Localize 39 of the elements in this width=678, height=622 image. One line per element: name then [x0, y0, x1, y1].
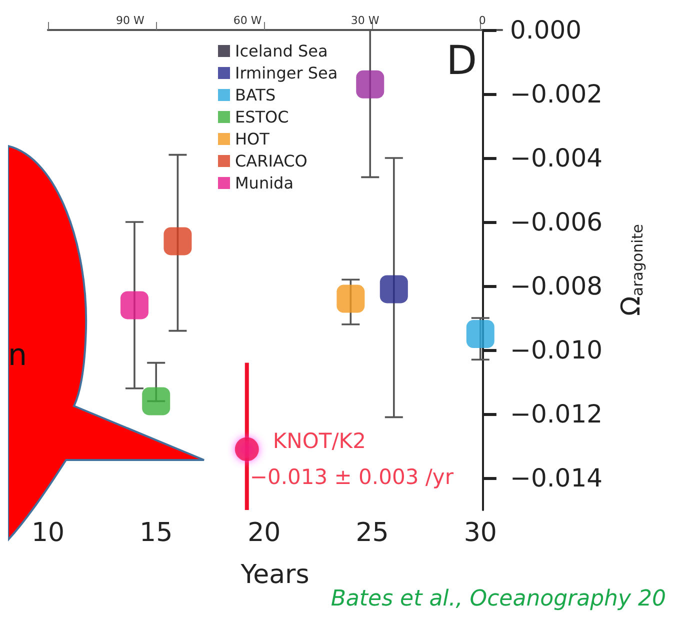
- x2-tick-label: 90 W: [116, 14, 144, 27]
- y-tick-label: −0.008: [510, 272, 603, 300]
- y-tick-label: −0.006: [510, 208, 603, 236]
- legend-label: Iceland Sea: [235, 42, 328, 60]
- chart-title: D: [446, 38, 478, 84]
- point: [234, 437, 259, 462]
- y-axis-title: Ωaragonite: [616, 224, 646, 316]
- legend-label: BATS: [235, 86, 276, 104]
- legend-label: ESTOC: [235, 108, 289, 126]
- x2-tick-label: 0: [478, 14, 486, 27]
- y-tick-label: −0.014: [510, 464, 603, 492]
- x2-tick-label: 60 W: [233, 14, 262, 27]
- series-label: KNOT/K2: [272, 429, 366, 454]
- point: [142, 387, 170, 416]
- y-tick-label: −0.010: [510, 336, 603, 364]
- point: [120, 291, 148, 320]
- point: [336, 284, 365, 313]
- x-tick-label: 10: [31, 518, 65, 548]
- point: [164, 227, 192, 256]
- legend-label: Irminger Sea: [235, 64, 338, 82]
- y-tick-label: −0.002: [510, 80, 603, 108]
- point: [356, 70, 384, 98]
- x-tick-label: 25: [356, 518, 389, 548]
- x-tick-label: 15: [140, 518, 173, 548]
- point: [380, 275, 408, 304]
- y-tick-label: −0.004: [510, 144, 603, 172]
- y-tick-label: −0.012: [510, 400, 603, 428]
- annotation: −0.013 ± 0.003 /yr: [250, 465, 454, 490]
- legend-label: Munida: [235, 174, 294, 192]
- y-tick-label: 0.000: [510, 16, 582, 44]
- x-axis-title: Years: [240, 560, 310, 590]
- legend-label: CARIACO: [235, 152, 308, 170]
- x-tick-label: 20: [248, 518, 281, 548]
- point: [466, 320, 494, 348]
- text: n: [8, 338, 28, 373]
- legend-label: HOT: [235, 130, 270, 148]
- x2-tick-label: 30 W: [350, 14, 380, 27]
- text: Bates et al., Oceanography 20: [330, 586, 666, 612]
- x-tick-label: 30: [464, 518, 497, 548]
